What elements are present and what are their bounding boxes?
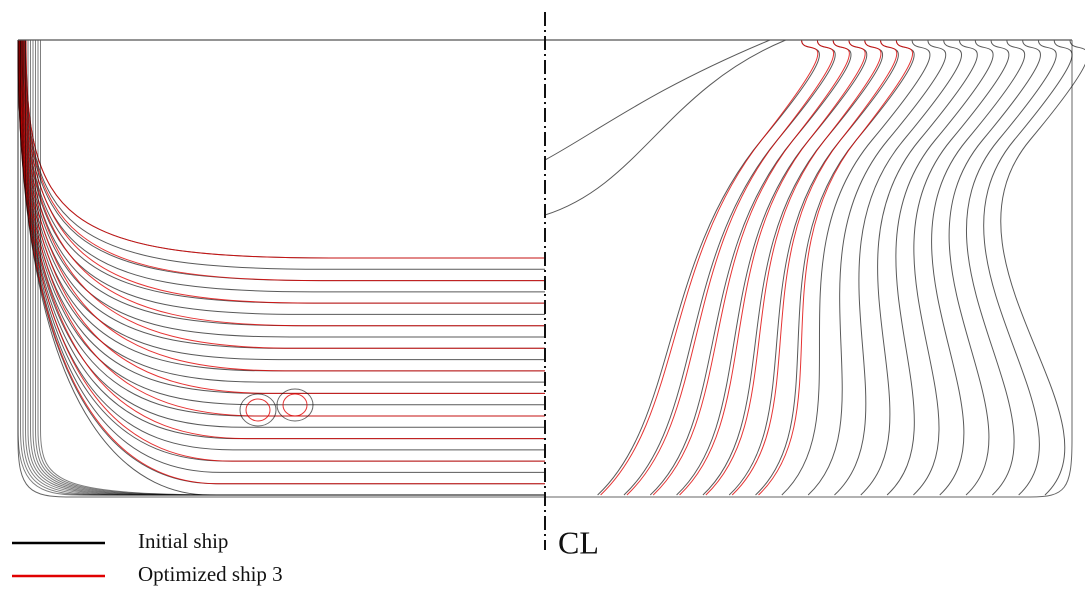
section-line — [886, 39, 994, 496]
section-line — [21, 39, 545, 338]
section-line — [22, 39, 545, 315]
section-line — [17, 39, 545, 485]
section-line — [544, 39, 771, 161]
section-line — [679, 39, 866, 496]
section-line — [17, 39, 545, 485]
legend-label: Optimized ship 3 — [138, 562, 283, 586]
section-line — [17, 39, 545, 440]
section-line — [21, 39, 545, 327]
section-line — [25, 39, 545, 259]
section-line — [17, 40, 1073, 498]
section-line — [19, 39, 545, 372]
section-line — [24, 39, 545, 270]
section-line — [731, 39, 898, 496]
section-line — [17, 39, 545, 496]
section-line — [758, 39, 913, 496]
section-line — [24, 39, 545, 282]
section-line — [983, 39, 1073, 496]
section-curves — [17, 39, 1085, 498]
legend-label: Initial ship — [138, 529, 228, 553]
section-line — [676, 39, 868, 496]
section-line — [21, 39, 545, 327]
section-line — [276, 388, 314, 422]
section-line — [19, 39, 545, 372]
section-line — [18, 39, 545, 394]
section-line — [17, 39, 545, 473]
section-line — [17, 39, 545, 462]
section-line — [20, 39, 545, 361]
section-line — [652, 39, 850, 496]
section-line — [40, 40, 545, 496]
section-line — [24, 39, 545, 282]
section-line — [19, 39, 545, 383]
section-line — [544, 39, 786, 216]
section-line — [25, 39, 545, 259]
section-line — [17, 39, 545, 451]
section-line — [834, 39, 962, 496]
section-line — [1000, 39, 1085, 496]
section-line — [626, 39, 835, 496]
section-line — [282, 393, 308, 417]
section-line — [22, 40, 545, 496]
section-line — [22, 39, 545, 304]
section-line — [948, 39, 1041, 496]
section-line — [30, 40, 545, 496]
section-line — [860, 39, 978, 496]
section-line — [728, 39, 899, 496]
section-line — [18, 39, 545, 406]
section-line — [23, 39, 545, 293]
section-line — [17, 40, 545, 496]
centerline-label: CL — [558, 524, 599, 560]
section-line — [32, 40, 545, 496]
section-line — [781, 39, 931, 496]
section-line — [22, 39, 545, 304]
section-line — [20, 39, 545, 349]
section-line — [600, 39, 819, 496]
section-line — [18, 39, 545, 428]
section-line — [966, 39, 1057, 496]
section-line — [239, 393, 277, 427]
section-line — [807, 39, 947, 496]
section-line — [27, 40, 545, 496]
section-line — [17, 39, 545, 462]
section-line — [18, 39, 545, 394]
section-line — [245, 398, 271, 422]
section-line — [931, 39, 1026, 496]
section-line — [913, 39, 1010, 496]
section-line — [705, 39, 882, 496]
section-line — [20, 40, 545, 496]
section-line — [35, 40, 545, 496]
